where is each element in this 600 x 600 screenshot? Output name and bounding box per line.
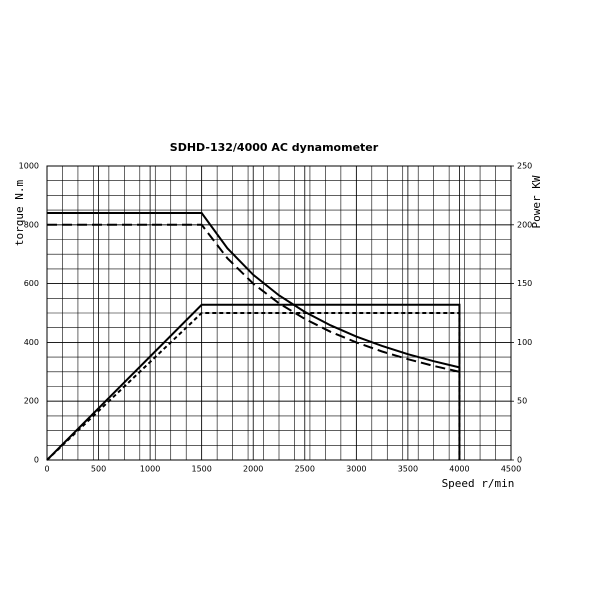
x-tick-label: 3000 [346, 465, 366, 474]
series-line [47, 212, 460, 369]
x-tick-label: 4000 [449, 465, 469, 474]
y-tick-label: 800 [24, 220, 39, 229]
chart-title: SDHD-132/4000 AC dynamometer [170, 141, 379, 154]
x-tick-label: 1500 [191, 465, 211, 474]
y-tick-label: 400 [24, 338, 39, 347]
series-line [46, 312, 461, 461]
y-tick-label: 600 [24, 279, 39, 288]
plot-frame [46, 165, 512, 461]
y-tick-label: 1000 [19, 162, 39, 171]
x-tick-label: 4500 [501, 465, 521, 474]
x-tick-label: 1000 [140, 465, 160, 474]
y2-tick-label: 100 [517, 338, 532, 347]
series-line [47, 223, 460, 373]
x-tick-label: 2500 [295, 465, 315, 474]
y2-tick-label: 50 [517, 397, 527, 406]
x-tick-label: 2000 [243, 465, 263, 474]
x-tick-label: 0 [44, 465, 49, 474]
x-axis-label: Speed r/min [442, 477, 515, 490]
y-tick-label: 0 [34, 456, 39, 465]
x-tick-label: 500 [91, 465, 106, 474]
y2-axis-label: Power KW [530, 175, 543, 228]
y2-tick-label: 200 [517, 220, 532, 229]
y2-tick-label: 250 [517, 162, 532, 171]
y2-tick-label: 0 [517, 456, 522, 465]
y2-tick-label: 150 [517, 279, 532, 288]
x-tick-label: 3500 [398, 465, 418, 474]
y-axis-label: torque N.m [13, 180, 26, 247]
y-tick-label: 200 [24, 397, 39, 406]
